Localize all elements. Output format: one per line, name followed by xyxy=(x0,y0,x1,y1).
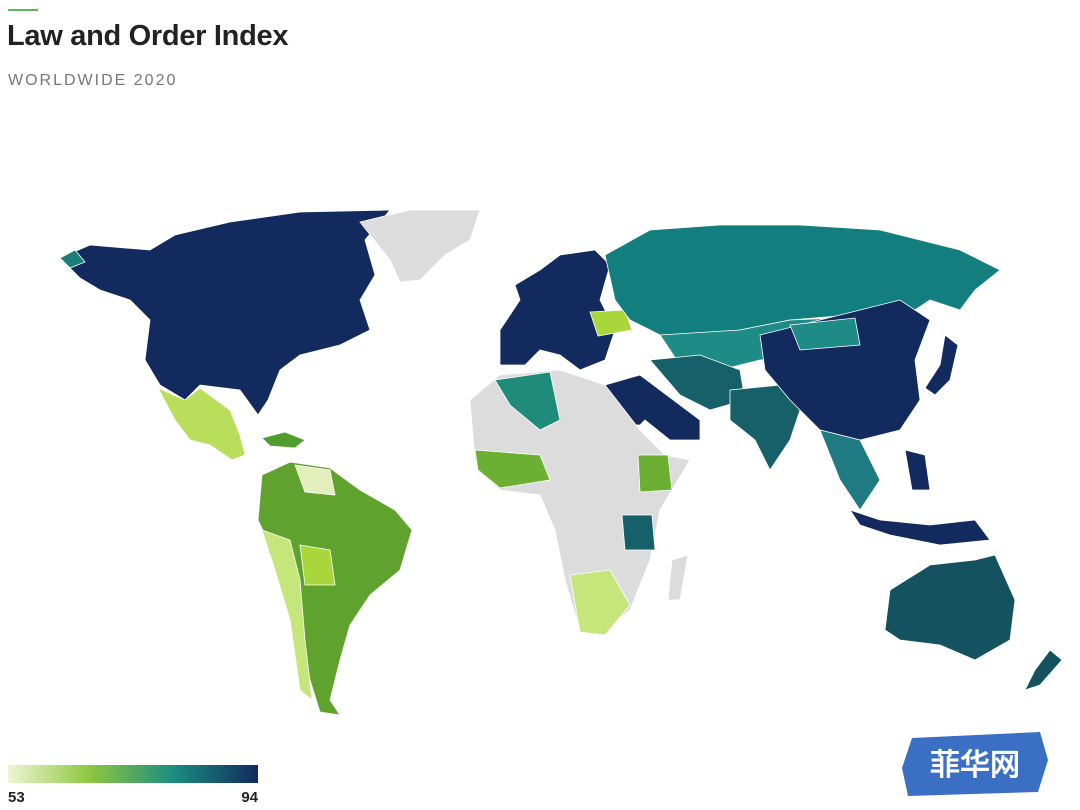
caribbean xyxy=(261,431,306,449)
indochina xyxy=(819,429,881,511)
ethiopia xyxy=(637,454,673,493)
australia xyxy=(884,554,1016,661)
world-map xyxy=(59,209,1063,716)
europe xyxy=(499,249,616,371)
mongolia xyxy=(789,317,861,351)
tanzania xyxy=(621,514,656,551)
alaska-patch xyxy=(59,249,86,269)
subtitle: WORLDWIDE 2020 xyxy=(8,72,178,89)
venezuela xyxy=(294,464,336,496)
west-africa xyxy=(474,449,551,489)
accent-line xyxy=(8,9,38,11)
north-america xyxy=(59,209,391,416)
africa xyxy=(469,369,691,636)
new-zealand xyxy=(1024,649,1063,691)
philippines xyxy=(904,449,931,491)
watermark: 菲华网 xyxy=(902,732,1048,796)
watermark-badge xyxy=(902,732,1048,796)
japan xyxy=(924,334,959,396)
ukraine xyxy=(589,309,633,337)
legend: 53 94 xyxy=(8,765,259,806)
legend-max: 94 xyxy=(241,789,258,806)
bolivia xyxy=(299,544,336,586)
greenland xyxy=(359,209,481,283)
title: Law and Order Index xyxy=(7,20,289,52)
indonesia xyxy=(849,509,991,546)
southern-africa xyxy=(569,569,631,636)
madagascar xyxy=(667,554,689,601)
legend-scale xyxy=(8,765,258,783)
legend-min: 53 xyxy=(8,789,25,806)
mexico xyxy=(157,387,246,461)
north-africa xyxy=(494,371,561,431)
andes xyxy=(261,529,313,701)
watermark-text: 菲华网 xyxy=(930,748,1020,783)
